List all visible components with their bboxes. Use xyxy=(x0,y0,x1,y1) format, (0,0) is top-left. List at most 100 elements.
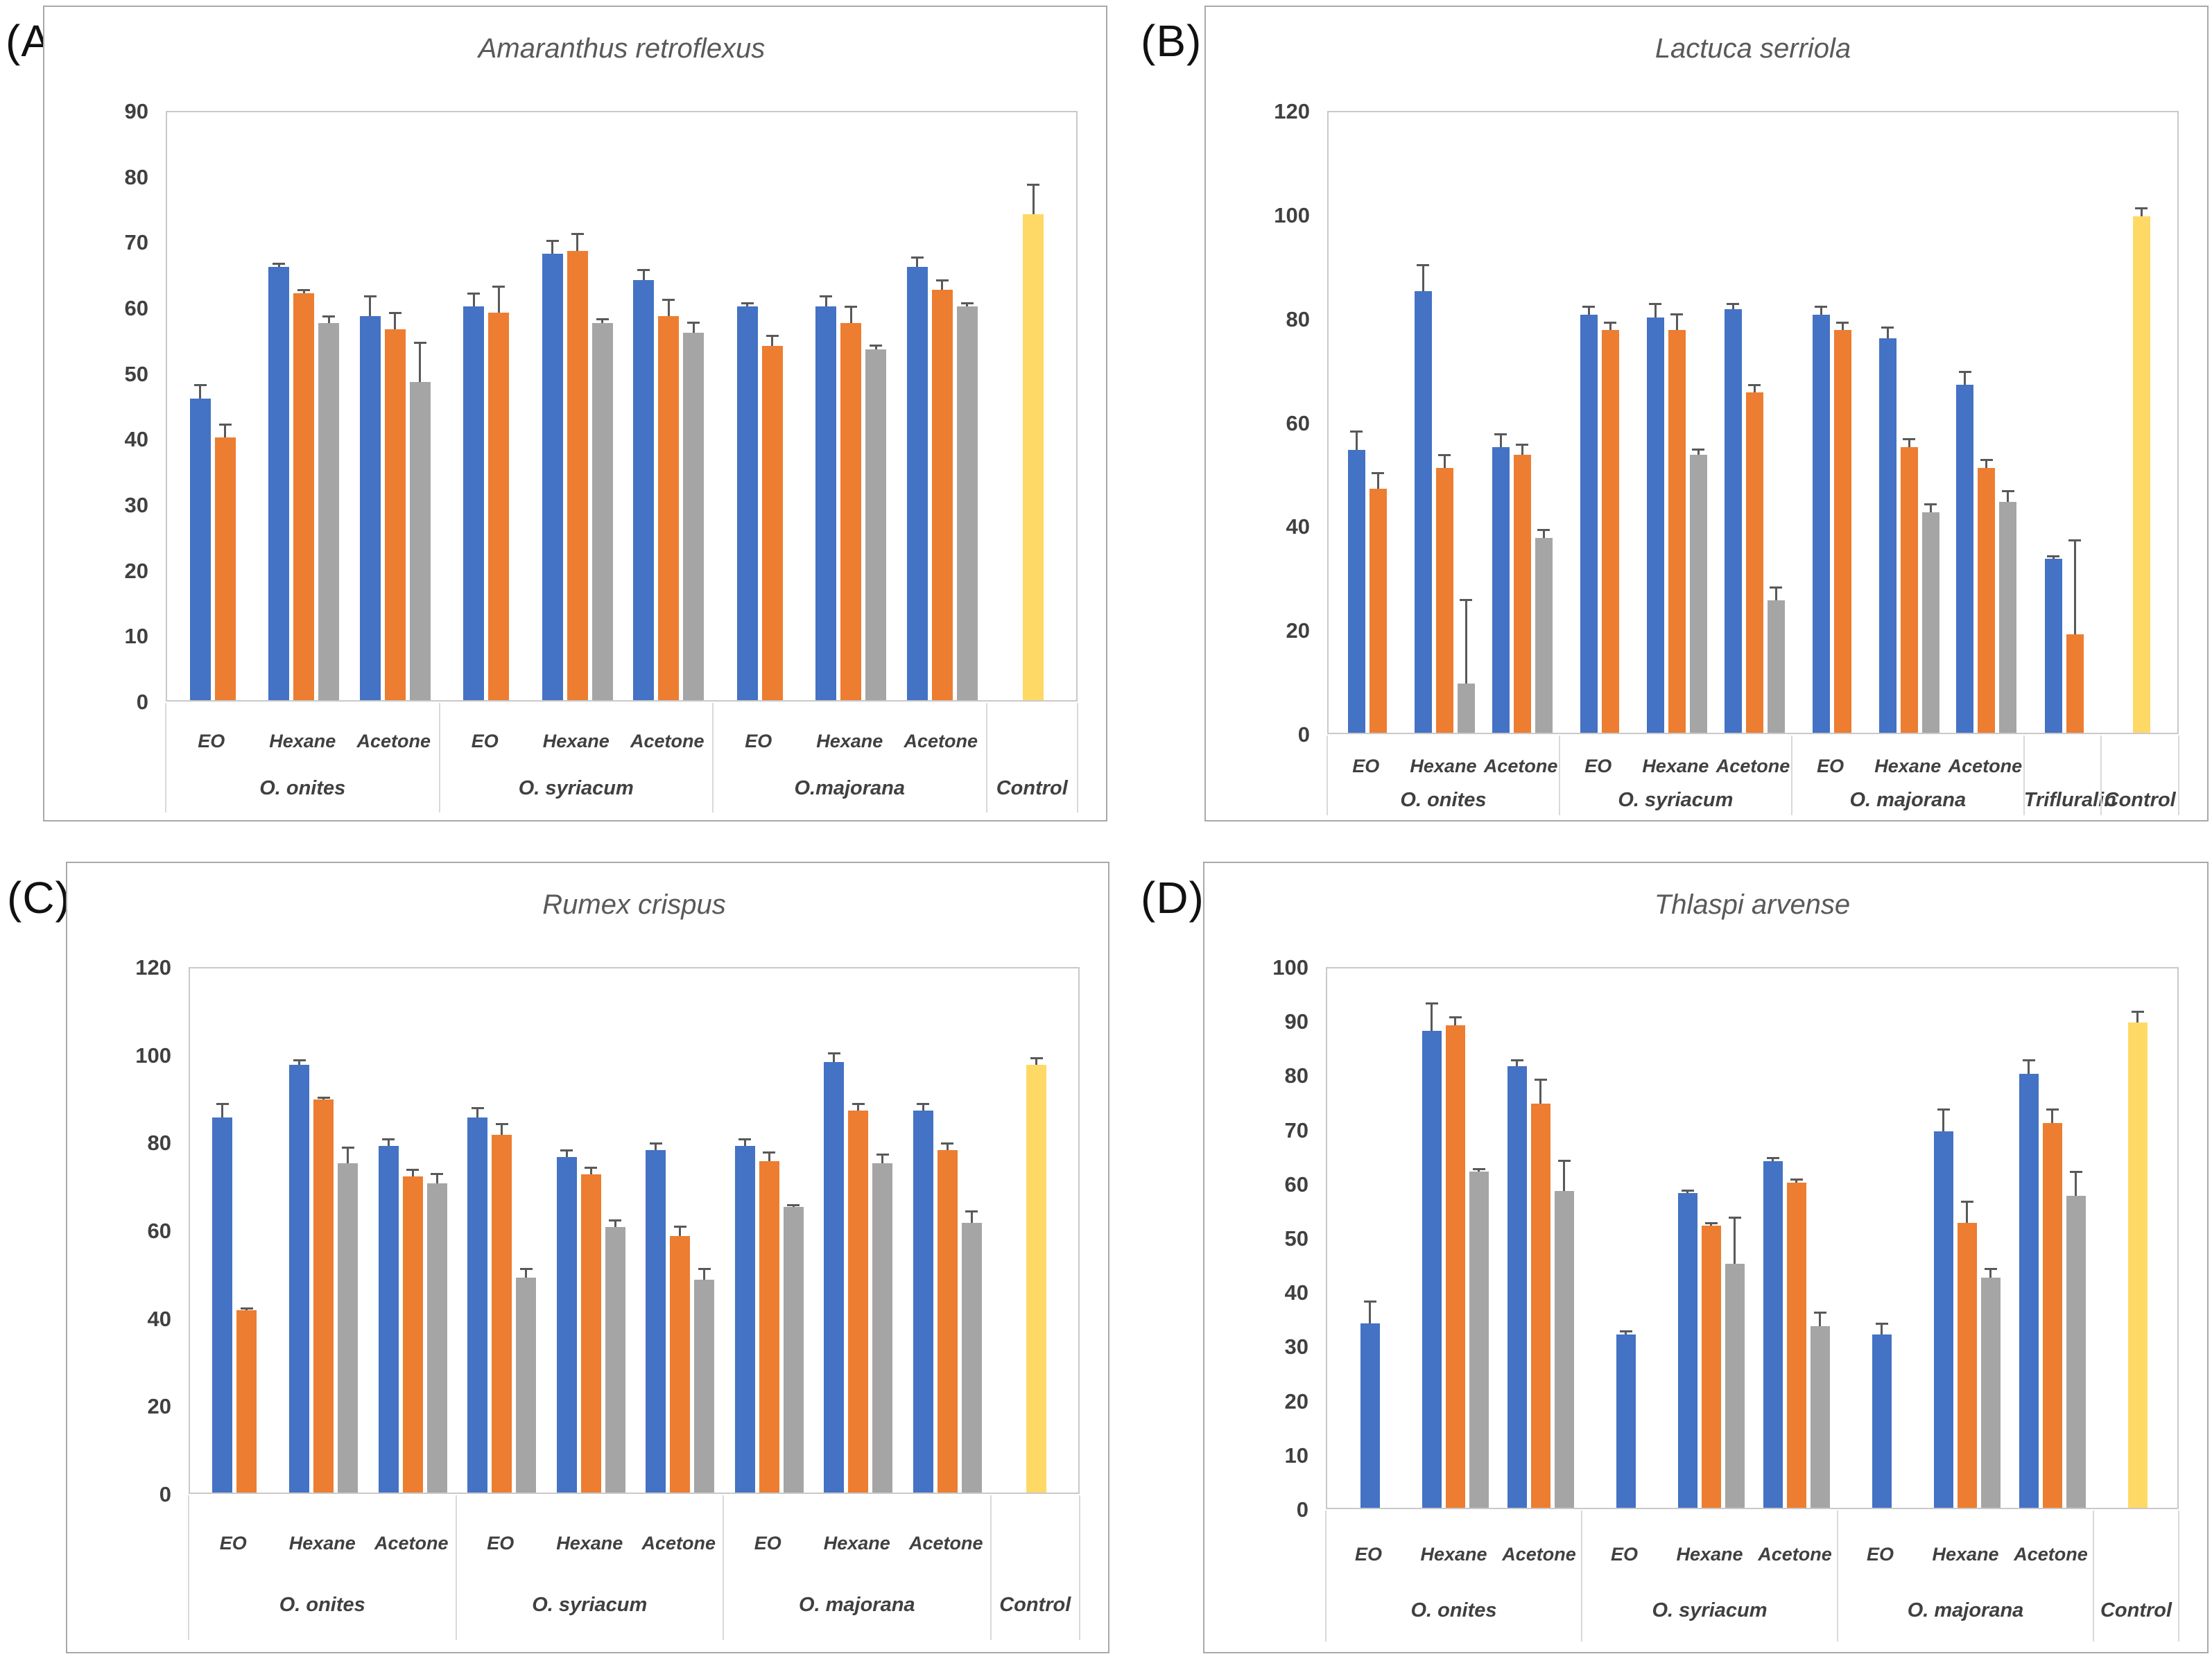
error-bar-whisker xyxy=(1886,327,1889,338)
error-bar-cap xyxy=(698,1267,711,1270)
error-bar-whisker xyxy=(1942,1109,1944,1131)
error-bar-cap xyxy=(1619,1330,1632,1333)
bar-orange xyxy=(2042,1122,2062,1508)
category-separator xyxy=(438,703,440,812)
category-separator xyxy=(723,1495,724,1640)
error-bar-cap xyxy=(845,305,858,308)
error-bar-cap xyxy=(293,1059,306,1061)
bar-blue xyxy=(1580,314,1598,733)
treatment-label: Hexane xyxy=(1642,755,1709,776)
error-bar-cap xyxy=(1027,184,1040,186)
treatment-label: EO xyxy=(745,731,772,751)
error-bar-whisker xyxy=(1908,439,1910,447)
bar-orange xyxy=(313,1099,334,1493)
error-bar-cap xyxy=(1727,303,1739,306)
y-axis-tick-label: 100 xyxy=(1272,955,1308,980)
bar-blue xyxy=(1878,338,1896,733)
bar-gray xyxy=(1457,683,1475,733)
species-label: Trifluralin xyxy=(2023,789,2116,812)
treatment-label: Hexane xyxy=(288,1532,356,1554)
bar-blue xyxy=(467,1117,488,1493)
treatment-label: EO xyxy=(1352,755,1380,776)
treatment-label: EO xyxy=(198,731,225,751)
error-bar-whisker xyxy=(2051,1109,2053,1123)
bar-blue xyxy=(824,1062,845,1493)
error-bar-whisker xyxy=(768,1152,770,1161)
category-separator xyxy=(165,703,166,812)
error-bar-cap xyxy=(341,1147,354,1149)
error-bar-cap xyxy=(382,1138,395,1140)
bar-orange xyxy=(1900,446,1918,733)
bar-blue xyxy=(1677,1193,1697,1508)
treatment-label: Acetone xyxy=(908,1532,983,1554)
error-bar-cap xyxy=(687,322,700,324)
error-bar-cap xyxy=(1460,599,1473,602)
bar-blue xyxy=(1422,1030,1442,1508)
error-bar-cap xyxy=(273,262,286,265)
error-bar-cap xyxy=(317,1096,330,1099)
species-label: O. majorana xyxy=(798,1593,915,1616)
error-bar-cap xyxy=(960,302,974,304)
plot-area xyxy=(189,967,1080,1494)
error-bar-whisker xyxy=(1686,1190,1688,1194)
error-bar-whisker xyxy=(857,1104,860,1111)
species-label: O.majorana xyxy=(794,776,906,799)
bar-orange xyxy=(931,290,953,700)
chart-title: Thlaspi arvense xyxy=(1654,889,1851,920)
error-bar-whisker xyxy=(1675,314,1678,331)
bar-blue xyxy=(1956,385,1974,733)
bar-blue xyxy=(1933,1131,1953,1508)
bar-orange xyxy=(848,1111,869,1493)
bar-gray xyxy=(1689,455,1707,733)
error-bar-whisker xyxy=(2140,208,2143,216)
y-axis-tick-label: 100 xyxy=(135,1043,171,1068)
y-axis-tick-label: 80 xyxy=(147,1131,171,1156)
error-bar-cap xyxy=(1980,459,1993,462)
error-bar-whisker xyxy=(221,1104,224,1117)
category-separator xyxy=(1581,1511,1582,1642)
treatment-label: Acetone xyxy=(1502,1544,1576,1565)
error-bar-cap xyxy=(240,1307,253,1310)
species-label: O. onites xyxy=(259,776,346,799)
treatment-label: Hexane xyxy=(816,731,883,751)
error-bar-whisker xyxy=(1454,1017,1456,1026)
error-bar-cap xyxy=(585,1166,598,1169)
error-bar-cap xyxy=(1958,370,1971,373)
bar-gray xyxy=(956,306,978,700)
species-label: Control xyxy=(2100,1599,2172,1622)
bar-orange xyxy=(1833,330,1851,733)
error-bar-whisker xyxy=(1841,322,1844,331)
y-axis-tick-label: 120 xyxy=(135,955,171,980)
y-axis-tick-label: 50 xyxy=(124,361,148,386)
error-bar-whisker xyxy=(411,1169,414,1176)
error-bar-cap xyxy=(1425,1002,1438,1005)
error-bar-whisker xyxy=(435,1174,438,1183)
bar-blue xyxy=(268,267,290,700)
error-bar-cap xyxy=(471,1107,484,1110)
error-bar-whisker xyxy=(2073,540,2076,634)
error-bar-cap xyxy=(406,1169,420,1171)
treatment-label: EO xyxy=(754,1532,781,1554)
error-bar-cap xyxy=(917,1103,930,1105)
error-bar-cap xyxy=(910,256,924,259)
plot-area xyxy=(166,111,1078,702)
y-axis-tick-label: 70 xyxy=(124,230,148,255)
y-axis-tick-label: 60 xyxy=(1284,1172,1308,1197)
error-bar-cap xyxy=(1984,1268,1997,1271)
error-bar-cap xyxy=(1649,303,1662,306)
category-separator xyxy=(455,1495,457,1640)
bar-orange xyxy=(761,345,783,700)
error-bar-cap xyxy=(1510,1059,1523,1062)
error-bar-whisker xyxy=(1521,444,1523,455)
bar-blue xyxy=(1347,449,1365,733)
error-bar-whisker xyxy=(472,293,475,306)
bar-blue xyxy=(1812,314,1830,733)
bar-blue xyxy=(542,254,563,700)
bar-blue xyxy=(1616,1334,1636,1508)
error-bar-whisker xyxy=(476,1108,479,1117)
treatment-label: Hexane xyxy=(1420,1544,1487,1565)
error-bar-whisker xyxy=(298,1060,301,1065)
error-bar-whisker xyxy=(1697,449,1700,455)
error-bar-cap xyxy=(609,1219,622,1221)
bar-orange xyxy=(1445,1025,1465,1508)
